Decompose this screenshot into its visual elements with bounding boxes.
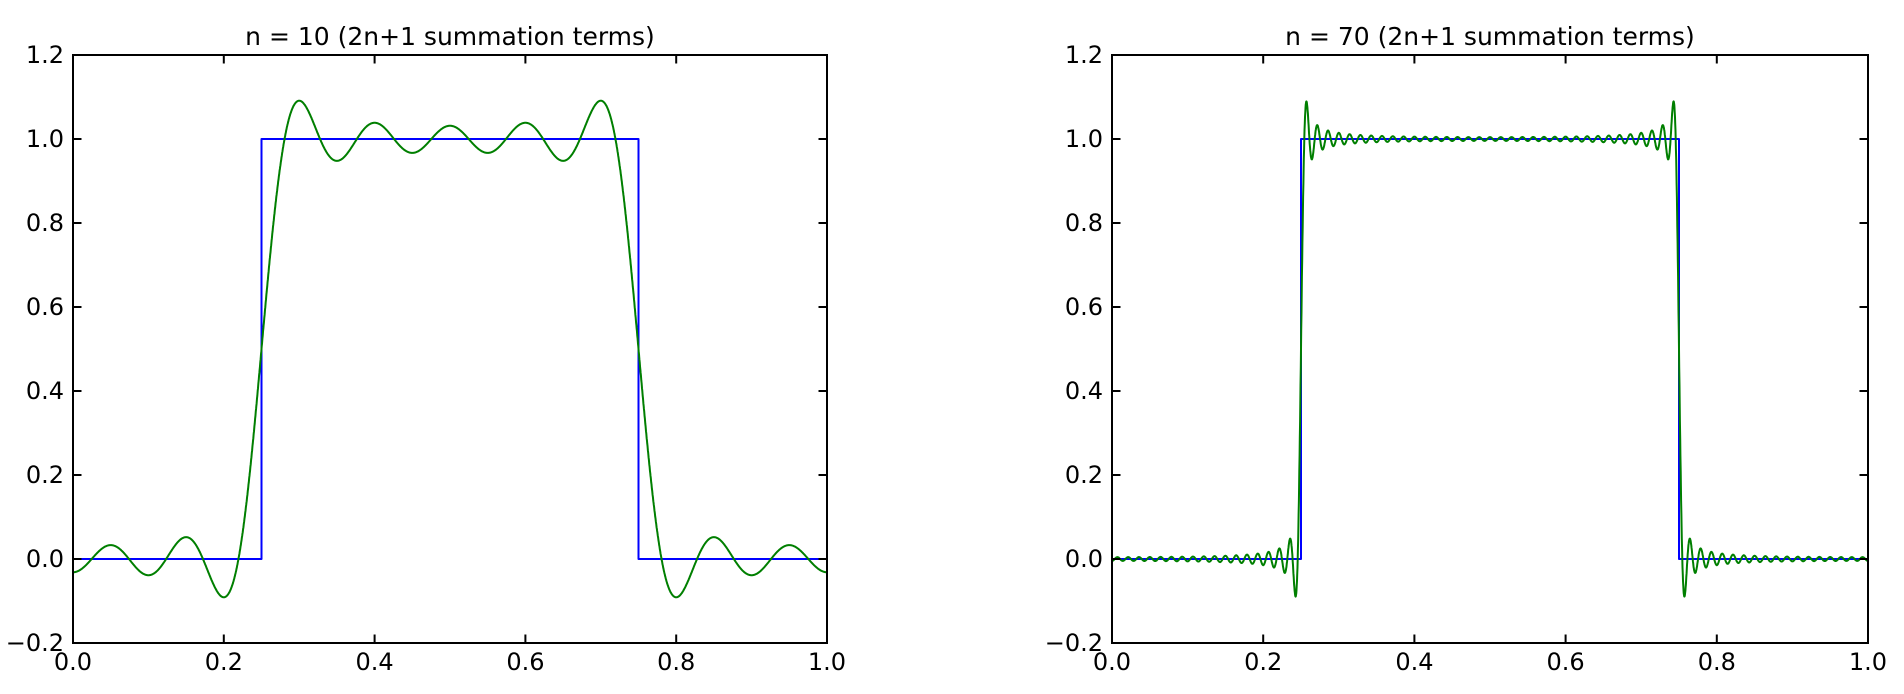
y-tick-label: 0.4 xyxy=(1065,377,1103,405)
x-tick-label: 0.8 xyxy=(657,648,695,676)
y-tick-label: 0.6 xyxy=(26,293,64,321)
axes-frame xyxy=(1111,54,1869,644)
y-tick-label: 1.0 xyxy=(1065,125,1103,153)
y-tick-label: 0.8 xyxy=(1065,209,1103,237)
x-tick-label: 1.0 xyxy=(808,648,846,676)
x-tick-label: 0.8 xyxy=(1698,648,1736,676)
series-fourier-partial-sum xyxy=(1111,100,1869,598)
y-tick-label: 0.2 xyxy=(26,461,64,489)
y-tick-label: 1.2 xyxy=(1065,41,1103,69)
x-tick-label: 0.4 xyxy=(356,648,394,676)
x-tick-label: 0.0 xyxy=(54,648,92,676)
y-tick-label: 1.0 xyxy=(26,125,64,153)
y-tick-label: 0.0 xyxy=(1065,545,1103,573)
x-tick-label: 0.4 xyxy=(1395,648,1433,676)
x-tick-label: 0.2 xyxy=(205,648,243,676)
x-tick-label: 0.6 xyxy=(1547,648,1585,676)
axes-frame xyxy=(72,54,828,644)
subplot-left: n = 10 (2n+1 summation terms) 0.0 0.2 0.4 0… xyxy=(6,22,846,676)
x-tick-label: 1.0 xyxy=(1849,648,1887,676)
x-tick-label: 0.2 xyxy=(1244,648,1282,676)
y-tick-label: 0.6 xyxy=(1065,293,1103,321)
left-chart-title: n = 10 (2n+1 summation terms) xyxy=(245,22,655,51)
x-tick-label: 0.6 xyxy=(506,648,544,676)
y-tick-label: 1.2 xyxy=(26,41,64,69)
y-tick-label: 0.4 xyxy=(26,377,64,405)
y-tick-label: 0.2 xyxy=(1065,461,1103,489)
x-tick-label: 0.0 xyxy=(1093,648,1131,676)
series-fourier-partial-sum xyxy=(72,99,828,599)
y-tick-label: 0.8 xyxy=(26,209,64,237)
tick-marks xyxy=(72,54,828,644)
subplot-right: n = 70 (2n+1 summation terms) 0.0 0.2 0.4 0… xyxy=(1045,22,1887,676)
series-square-wave xyxy=(73,138,827,560)
right-chart-title: n = 70 (2n+1 summation terms) xyxy=(1285,22,1695,51)
y-tick-label: 0.0 xyxy=(26,545,64,573)
series-square-wave xyxy=(1112,138,1868,560)
y-tick-label: −0.2 xyxy=(1045,629,1103,657)
y-tick-label: −0.2 xyxy=(6,629,64,657)
